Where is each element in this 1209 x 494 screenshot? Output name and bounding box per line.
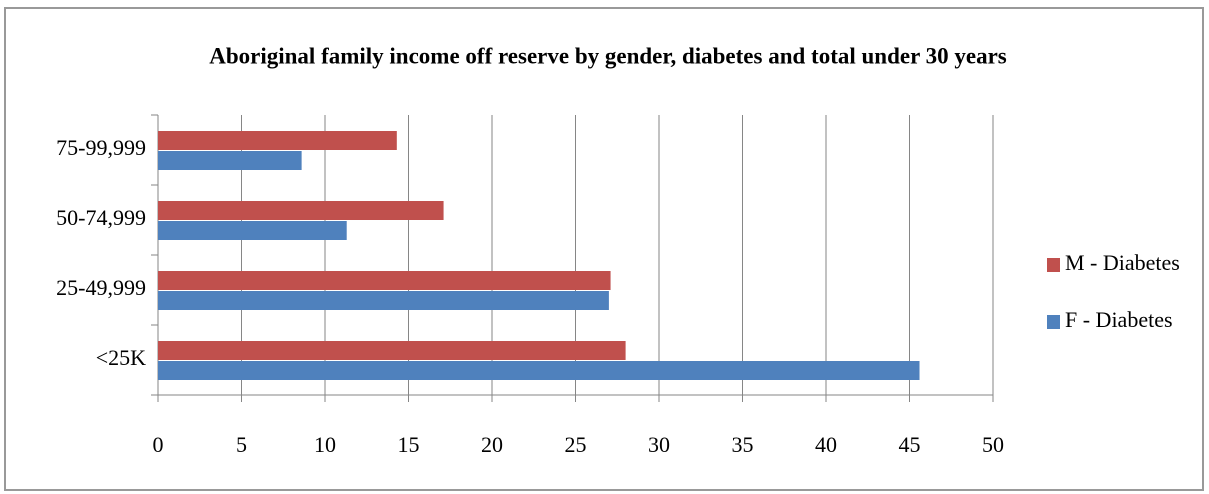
x-tick-label: 50 [982, 432, 1004, 457]
bar [158, 201, 444, 220]
x-tick-label: 5 [236, 432, 247, 457]
legend-label: M - Diabetes [1065, 250, 1180, 275]
legend-swatch [1047, 315, 1060, 329]
y-tick-label: <25K [96, 345, 146, 370]
bar [158, 221, 347, 240]
x-tick-label: 30 [648, 432, 670, 457]
bar [158, 131, 397, 150]
y-tick-label: 50-74,999 [56, 205, 146, 230]
y-tick-label: 25-49,999 [56, 275, 146, 300]
bar [158, 291, 609, 310]
bar [158, 341, 626, 360]
bar [158, 361, 920, 380]
bar [158, 271, 611, 290]
legend-label: F - Diabetes [1065, 307, 1173, 332]
x-tick-label: 35 [732, 432, 754, 457]
x-tick-label: 40 [815, 432, 837, 457]
x-tick-label: 25 [565, 432, 587, 457]
legend-swatch [1047, 258, 1060, 272]
y-tick-label: 75-99,999 [56, 135, 146, 160]
x-tick-label: 45 [899, 432, 921, 457]
chart-title: Aboriginal family income off reserve by … [209, 43, 1007, 68]
x-tick-label: 15 [398, 432, 420, 457]
x-tick-label: 10 [314, 432, 336, 457]
x-tick-label: 0 [153, 432, 164, 457]
x-tick-label: 20 [481, 432, 503, 457]
bar [158, 151, 302, 170]
chart-frame [4, 7, 1204, 491]
